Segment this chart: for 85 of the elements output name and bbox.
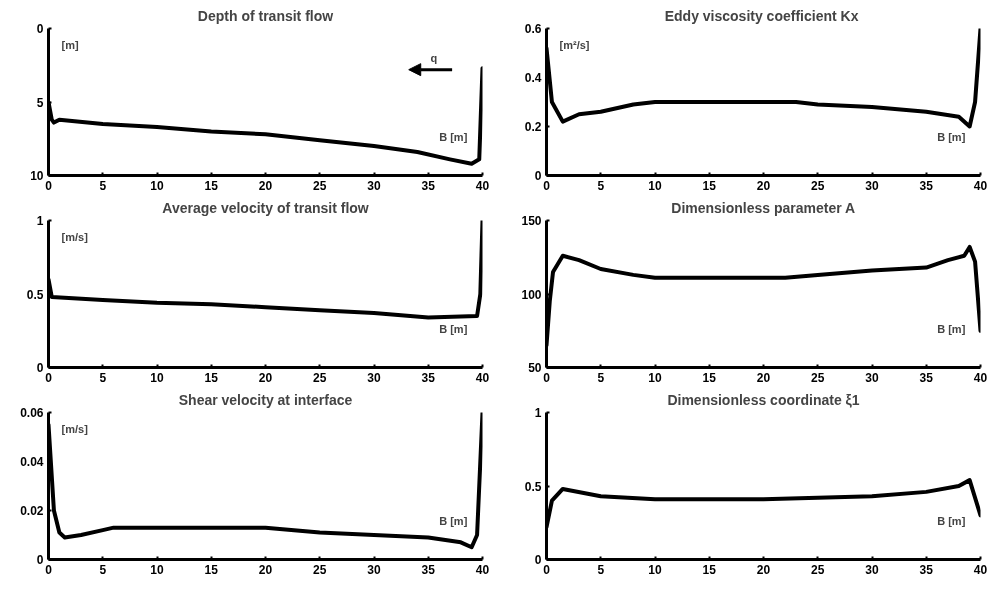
x-tick-label: 20 (258, 178, 273, 193)
y-tick-label: 1 (534, 406, 542, 420)
y-tick-label: 0.04 (20, 455, 44, 469)
y-tick-label: 0 (534, 169, 542, 183)
x-tick-label: 40 (973, 178, 988, 193)
chart-title: Dimensionless parameter A (671, 199, 856, 216)
y-tick-label: 0.5 (524, 479, 542, 494)
x-tick-label: 25 (313, 562, 327, 577)
y-tick-label: 10 (30, 169, 44, 183)
x-tick-label: 25 (313, 370, 327, 385)
x-tick-label: 40 (973, 370, 988, 385)
x-tick-label: 20 (756, 562, 771, 577)
x-tick-label: 35 (919, 562, 934, 577)
x-tick-label: 25 (811, 562, 825, 577)
x-axis-title: B [m] (937, 131, 966, 144)
x-tick-label: 30 (367, 562, 381, 577)
x-tick-label: 40 (475, 562, 490, 577)
x-tick-label: 15 (204, 178, 219, 193)
x-tick-label: 35 (421, 370, 436, 385)
x-tick-label: 20 (258, 370, 273, 385)
x-tick-label: 30 (865, 370, 879, 385)
x-tick-label: 15 (204, 562, 219, 577)
x-tick-label: 5 (99, 178, 107, 193)
chart-title: Shear velocity at interface (178, 391, 353, 408)
x-tick-label: 40 (973, 562, 988, 577)
y-tick-label: 150 (521, 214, 542, 228)
x-tick-label: 25 (811, 178, 825, 193)
x-axis-title: B [m] (439, 515, 468, 528)
chart-title: Eddy viscosity coefficient Kx (664, 7, 859, 24)
x-tick-label: 35 (919, 370, 934, 385)
x-tick-label: 35 (421, 178, 436, 193)
y-tick-label: 0.06 (20, 406, 44, 420)
x-tick-label: 10 (150, 370, 164, 385)
x-tick-label: 5 (99, 370, 107, 385)
y-tick-label: 0 (36, 553, 44, 567)
y-tick-label: 0.02 (20, 504, 44, 518)
x-axis-title: B [m] (439, 131, 468, 144)
annotation: q (430, 51, 438, 64)
y-tick-label: 1 (36, 214, 44, 228)
x-axis-title: B [m] (439, 323, 468, 336)
chart-title: Depth of transit flow (197, 7, 334, 24)
y-axis-title: [m²/s] (559, 38, 590, 51)
x-tick-label: 30 (367, 178, 381, 193)
chart-title: Average velocity of transit flow (162, 199, 369, 216)
y-tick-label: 5 (36, 95, 44, 110)
x-tick-label: 20 (756, 178, 771, 193)
chart-title: Dimensionless coordinate ξ1 (667, 391, 860, 408)
x-tick-label: 30 (367, 370, 381, 385)
x-tick-label: 25 (313, 178, 327, 193)
x-tick-label: 40 (475, 178, 490, 193)
x-tick-label: 15 (702, 178, 717, 193)
y-tick-label: 100 (521, 287, 542, 302)
y-tick-label: 0.6 (524, 22, 542, 36)
x-tick-label: 30 (865, 178, 879, 193)
y-tick-label: 0 (36, 361, 44, 375)
x-tick-label: 10 (150, 562, 164, 577)
y-tick-label: 0.5 (26, 287, 44, 302)
x-tick-label: 30 (865, 562, 879, 577)
y-tick-label: 50 (528, 361, 542, 375)
y-axis-title: [m] (61, 38, 79, 51)
x-axis-title: B [m] (937, 515, 966, 528)
x-tick-label: 25 (811, 370, 825, 385)
y-tick-label: 0 (36, 22, 44, 36)
x-tick-label: 10 (648, 562, 662, 577)
y-axis-title: [m/s] (61, 230, 89, 243)
y-tick-label: 0.2 (524, 120, 542, 134)
x-axis-title: B [m] (937, 323, 966, 336)
x-tick-label: 15 (702, 562, 717, 577)
x-tick-label: 15 (204, 370, 219, 385)
x-tick-label: 5 (597, 178, 605, 193)
x-tick-label: 35 (919, 178, 934, 193)
x-tick-label: 20 (756, 370, 771, 385)
y-axis-title: [m/s] (61, 422, 89, 435)
x-tick-label: 10 (648, 370, 662, 385)
x-tick-label: 10 (150, 178, 164, 193)
y-tick-label: 0.4 (524, 71, 542, 85)
x-tick-label: 5 (597, 562, 605, 577)
x-tick-label: 10 (648, 178, 662, 193)
x-tick-label: 15 (702, 370, 717, 385)
x-tick-label: 40 (475, 370, 490, 385)
x-tick-label: 35 (421, 562, 436, 577)
x-tick-label: 20 (258, 562, 273, 577)
x-tick-label: 5 (99, 562, 107, 577)
x-tick-label: 5 (597, 370, 605, 385)
y-tick-label: 0 (534, 553, 542, 567)
